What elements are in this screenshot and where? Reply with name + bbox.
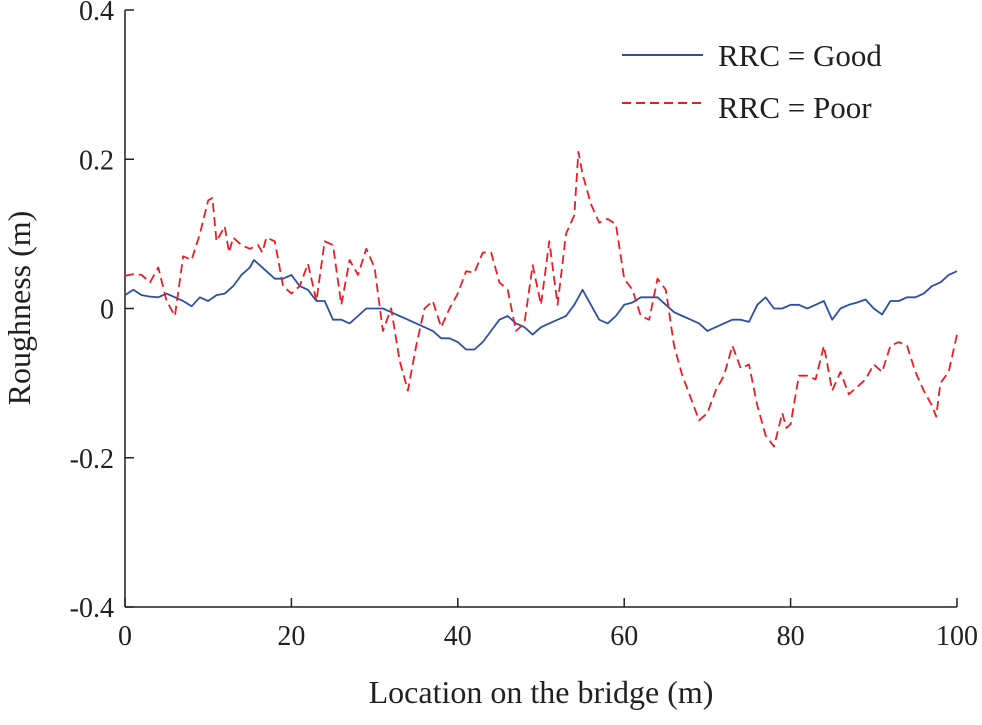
x-tick-label: 0 [118,621,132,652]
x-axis-label: Location on the bridge (m) [369,674,714,710]
x-tick-label: 20 [277,621,305,652]
x-tick-label: 40 [444,621,472,652]
y-tick-label: 0.4 [79,0,114,27]
y-tick-label: 0.2 [79,145,114,176]
legend-label-poor: RRC = Poor [718,90,872,125]
x-tick-label: 60 [610,621,638,652]
x-tick-label: 100 [936,621,978,652]
legend: RRC = Good RRC = Poor [622,38,882,125]
y-tick-label: 0 [100,295,114,326]
ticks: 0 20 40 60 80 100 -0.4 -0.2 0 0.2 0.4 [70,0,978,652]
series-lines [124,150,958,448]
y-axis-label: Roughness (m) [1,211,37,406]
x-tick-label: 80 [777,621,805,652]
series-line-poor [124,150,958,448]
legend-label-good: RRC = Good [718,38,882,73]
y-tick-label: -0.4 [70,593,114,624]
series-line-good [124,259,958,351]
y-tick-label: -0.2 [70,444,114,475]
